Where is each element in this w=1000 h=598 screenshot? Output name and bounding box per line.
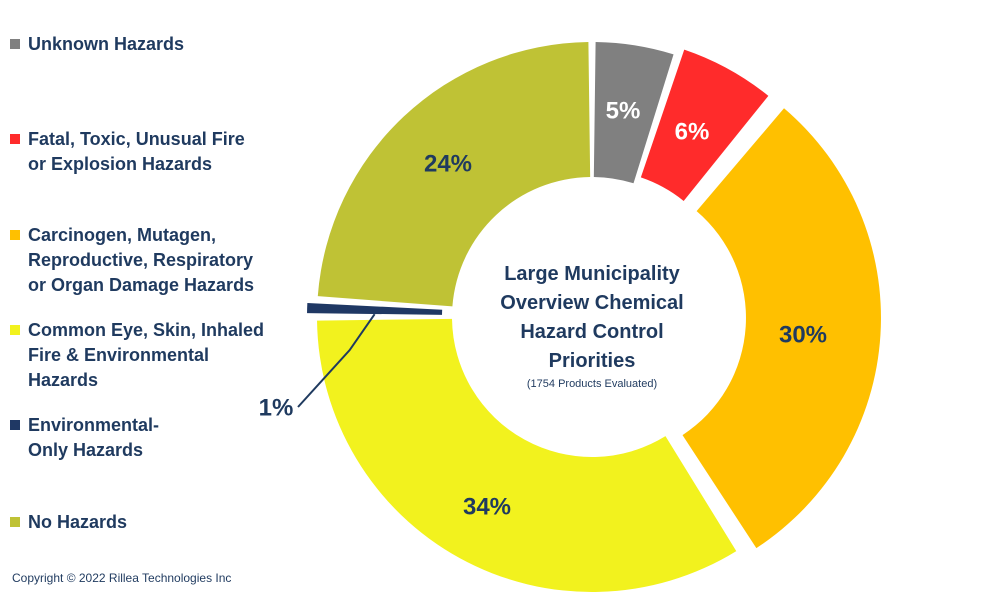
donut-slice — [317, 42, 591, 307]
legend-item: No Hazards — [10, 510, 127, 535]
center-title-line: Overview Chemical — [500, 292, 683, 314]
donut-slices — [307, 42, 881, 592]
legend-swatch — [10, 230, 20, 240]
legend-swatch — [10, 325, 20, 335]
slice-label: 5% — [606, 97, 641, 124]
donut-slice — [682, 108, 881, 549]
center-title: Large Municipality Overview Chemical Hazar… — [500, 263, 683, 390]
donut-slice — [317, 318, 737, 592]
legend-label: Environmental- Only Hazards — [28, 415, 160, 460]
donut-slice — [307, 303, 443, 315]
legend-item: Common Eye, Skin, Inhaled Fire & Environ… — [10, 318, 264, 393]
legend-label: Carcinogen, Mutagen, Reproductive, Respi… — [28, 225, 255, 295]
center-subtitle: (1754 Products Evaluated) — [527, 378, 657, 390]
legend-item: Carcinogen, Mutagen, Reproductive, Respi… — [10, 223, 254, 298]
legend-label: No Hazards — [28, 512, 128, 532]
slice-labels: 5% 6% 30% 34% 1% 24% — [259, 97, 827, 520]
legend-label: Fatal, Toxic, Unusual Fire or Explosion … — [28, 129, 245, 174]
legend-swatch — [10, 134, 20, 144]
legend-item: Unknown Hazards — [10, 32, 184, 57]
legend-item: Environmental- Only Hazards — [10, 413, 159, 463]
leader-line — [297, 313, 376, 408]
slice-label: 24% — [424, 150, 472, 177]
donut-slice — [593, 42, 674, 184]
copyright-text: Copyright © 2022 Rillea Technologies Inc — [12, 571, 232, 585]
donut-slice — [640, 49, 769, 201]
center-title-line: Hazard Control — [520, 321, 663, 343]
legend-swatch — [10, 39, 20, 49]
legend-swatch — [10, 420, 20, 430]
slice-label: 6% — [675, 118, 710, 145]
slice-label: 1% — [259, 394, 294, 421]
legend-label: Common Eye, Skin, Inhaled Fire & Environ… — [28, 320, 265, 390]
legend-swatch — [10, 517, 20, 527]
legend: Unknown Hazards Fatal, Toxic, Unusual Fir… — [10, 0, 300, 560]
legend-item: Fatal, Toxic, Unusual Fire or Explosion … — [10, 127, 245, 177]
slice-label: 34% — [463, 493, 511, 520]
slice-label: 30% — [779, 321, 827, 348]
center-title-line: Large Municipality — [504, 263, 680, 285]
legend-label: Unknown Hazards — [28, 34, 185, 54]
center-title-line: Priorities — [549, 350, 636, 372]
